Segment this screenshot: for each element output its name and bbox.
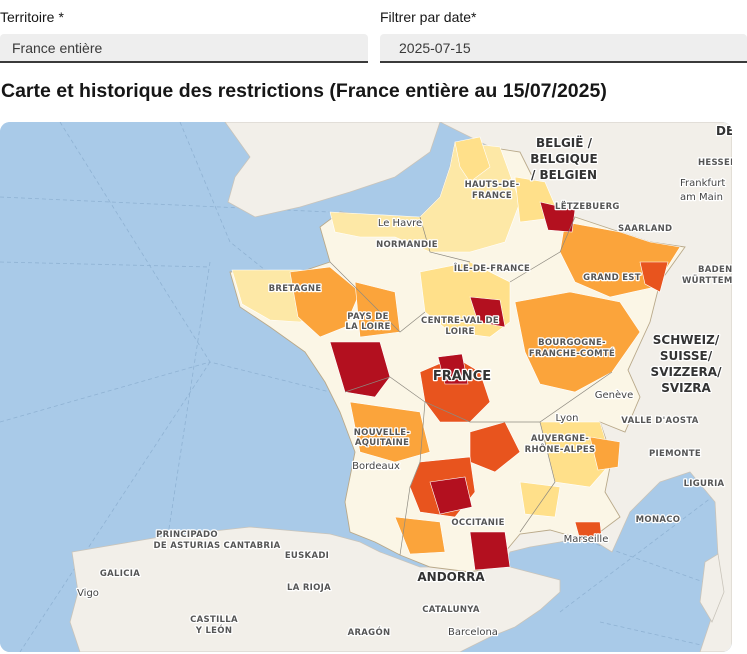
label-switzerland-4: SVIZRA bbox=[661, 381, 711, 395]
section-title: Carte et historique des restrictions (Fr… bbox=[1, 80, 607, 102]
label-frankfurt-1: Frankfurt bbox=[680, 178, 725, 189]
label-baden-1: BADEN- bbox=[698, 265, 732, 275]
label-castilla-1: CASTILLA bbox=[190, 615, 238, 625]
map-labels: BELGIË / BELGIQUE / BELGIEN DE HESSEN Fr… bbox=[76, 123, 732, 640]
label-andorra: ANDORRA bbox=[417, 570, 485, 584]
label-valle-daosta: VALLE D'AOSTA bbox=[621, 416, 699, 426]
region-borders bbox=[329, 216, 613, 556]
zone-alsace[interactable] bbox=[639, 261, 669, 293]
restrictions-map[interactable]: BELGIË / BELGIQUE / BELGIEN DE HESSEN Fr… bbox=[0, 122, 732, 652]
zone-vendee[interactable] bbox=[329, 341, 391, 398]
label-la-rioja: LA RIOJA bbox=[287, 583, 331, 593]
label-galicia: GALICIA bbox=[100, 569, 140, 579]
label-lyon: Lyon bbox=[555, 413, 578, 424]
label-france: FRANCE bbox=[433, 369, 491, 384]
label-catalunya: CATALUNYA bbox=[422, 605, 480, 615]
date-label: Filtrer par date* bbox=[380, 8, 747, 26]
label-pays-de-la-loire-2: LA LOIRE bbox=[345, 322, 390, 332]
label-belgium-2: BELGIQUE bbox=[530, 152, 597, 166]
label-pays-de-la-loire-1: PAYS DE bbox=[347, 312, 388, 322]
zone-aquitaine-nord[interactable] bbox=[349, 401, 431, 463]
territoire-select[interactable]: France entière bbox=[0, 34, 368, 63]
label-ile-de-france: ÎLE-DE-FRANCE bbox=[454, 262, 530, 274]
label-asturias-2: DE ASTURIAS bbox=[154, 541, 221, 551]
label-le-havre: Le Havre bbox=[378, 218, 422, 229]
label-saarland: SAARLAND bbox=[618, 224, 672, 234]
filter-form: Territoire * France entière Filtrer par d… bbox=[0, 0, 747, 70]
label-centre-2: LOIRE bbox=[445, 327, 474, 337]
label-normandie: NORMANDIE bbox=[376, 240, 438, 250]
label-frankfurt-2: am Main bbox=[680, 192, 723, 203]
label-centre-1: CENTRE-VAL DE bbox=[421, 316, 499, 326]
restriction-zones bbox=[231, 136, 681, 571]
label-euskadi: EUSKADI bbox=[285, 551, 329, 561]
label-baden-2: WÜRTTEMBE bbox=[682, 275, 732, 286]
territoire-field: Territoire * France entière bbox=[0, 8, 368, 63]
label-grand-est: GRAND EST bbox=[583, 273, 641, 283]
date-label-text: Filtrer par date bbox=[380, 9, 472, 25]
label-piemonte: PIEMONTE bbox=[649, 449, 701, 459]
zone-gard[interactable] bbox=[519, 481, 561, 518]
label-switzerland-2: SUISSE/ bbox=[660, 349, 713, 363]
label-aragon: ARAGÓN bbox=[348, 626, 391, 638]
zone-var[interactable] bbox=[574, 521, 603, 541]
label-bourgogne-1: BOURGOGNE- bbox=[538, 338, 606, 348]
date-input[interactable]: 2025-07-15 bbox=[380, 34, 747, 63]
label-nouvelle-aquitaine-2: AQUITAINE bbox=[355, 438, 409, 448]
zone-loiret[interactable] bbox=[469, 296, 506, 328]
date-field: Filtrer par date* 2025-07-15 bbox=[380, 8, 747, 63]
zone-aude[interactable] bbox=[469, 531, 511, 571]
label-monaco: MONACO bbox=[636, 515, 681, 525]
label-hessen: HESSEN bbox=[698, 158, 732, 168]
england bbox=[224, 122, 441, 218]
label-nouvelle-aquitaine-1: NOUVELLE- bbox=[354, 428, 411, 438]
territoire-required-mark: * bbox=[58, 9, 64, 25]
label-belgium-3: / BELGIEN bbox=[531, 168, 597, 182]
date-required-mark: * bbox=[471, 9, 477, 25]
label-bordeaux: Bordeaux bbox=[352, 461, 400, 472]
zone-pyrenees[interactable] bbox=[394, 516, 446, 555]
zone-moselle[interactable] bbox=[539, 201, 576, 233]
territoire-label-text: Territoire bbox=[0, 9, 55, 25]
map-canvas[interactable]: BELGIË / BELGIQUE / BELGIEN DE HESSEN Fr… bbox=[0, 122, 732, 652]
label-occitanie: OCCITANIE bbox=[451, 518, 504, 528]
corsica bbox=[699, 553, 725, 623]
label-switzerland-3: SVIZZERA/ bbox=[651, 365, 723, 379]
territoire-select-value: France entière bbox=[12, 40, 103, 56]
label-castilla-2: Y LEÓN bbox=[195, 624, 232, 636]
label-bretagne: BRETAGNE bbox=[269, 284, 322, 294]
territoire-label: Territoire * bbox=[0, 8, 368, 26]
date-input-value: 2025-07-15 bbox=[399, 40, 471, 56]
zone-hauts[interactable] bbox=[454, 136, 491, 183]
label-bourgogne-2: FRANCHE-COMTÉ bbox=[529, 347, 615, 359]
label-barcelona: Barcelona bbox=[448, 627, 498, 638]
label-vigo: Vigo bbox=[77, 588, 99, 599]
zone-tarn[interactable] bbox=[429, 476, 473, 515]
label-cantabria: CANTABRIA bbox=[223, 541, 280, 551]
label-marseille: Marseille bbox=[564, 534, 609, 545]
label-hauts-de-france-2: FRANCE bbox=[472, 191, 512, 201]
label-hauts-de-france-1: HAUTS-DE- bbox=[465, 180, 520, 190]
label-auvergne-1: AUVERGNE- bbox=[531, 434, 589, 444]
label-asturias-1: PRINCIPADO bbox=[156, 530, 218, 540]
label-switzerland-1: SCHWEIZ/ bbox=[653, 333, 720, 347]
label-germany: DE bbox=[716, 124, 732, 138]
label-geneve: Genève bbox=[595, 389, 633, 401]
zone-cher[interactable] bbox=[437, 353, 469, 385]
label-liguria: LIGURIA bbox=[684, 479, 725, 489]
label-auvergne-2: RHÔNE-ALPES bbox=[525, 443, 596, 455]
label-luxembourg: LËTZEBUERG bbox=[555, 201, 620, 212]
zone-savoie[interactable] bbox=[589, 436, 621, 471]
label-belgium-1: BELGIË / bbox=[536, 135, 593, 150]
zone-bretagne-est[interactable] bbox=[289, 266, 361, 338]
iberia bbox=[69, 526, 561, 652]
